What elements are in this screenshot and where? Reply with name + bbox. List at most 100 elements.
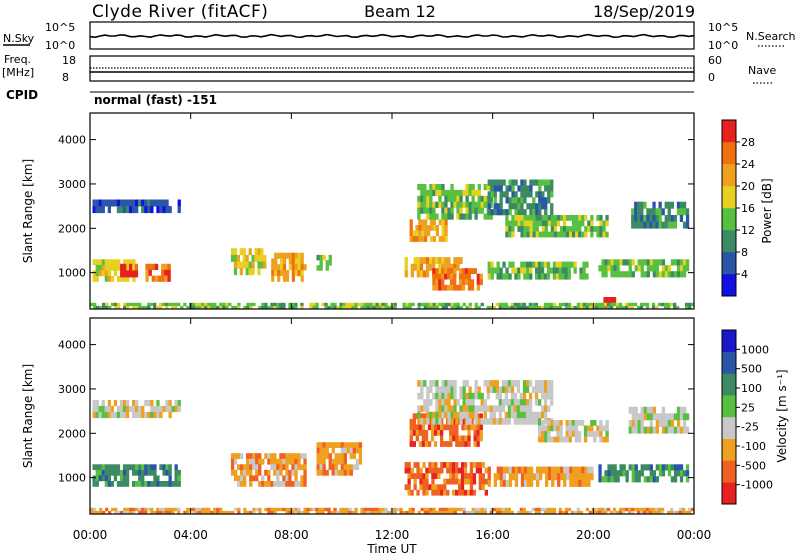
scatter-cell (105, 507, 109, 512)
scatter-cell (316, 442, 320, 448)
scatter-cell (514, 267, 518, 274)
scatter-cell (474, 305, 478, 310)
scatter-cell (637, 259, 641, 266)
power-cbar-swatches (721, 119, 737, 297)
scatter-cell (526, 220, 530, 227)
scatter-cell (621, 305, 626, 310)
scatter-cell (138, 510, 142, 515)
scatter-cell (444, 399, 448, 406)
scatter-cell (156, 481, 160, 487)
scatter-cell (610, 265, 614, 272)
scatter-cell (510, 510, 514, 515)
scatter-cell (315, 507, 319, 512)
scatter-cell (446, 478, 450, 485)
scatter-cell (412, 230, 416, 237)
scatter-cell (280, 258, 284, 265)
scatter-cell (453, 201, 457, 208)
scatter-cell (162, 206, 166, 214)
scatter-cell (471, 405, 475, 412)
scatter-cell (363, 305, 367, 310)
scatter-cell (517, 185, 521, 192)
scatter-cell (631, 426, 635, 434)
scatter-cell (162, 507, 166, 512)
scatter-cell (435, 189, 439, 197)
scatter-cell (453, 268, 457, 274)
scatter-cell (165, 510, 169, 515)
scatter-cell (450, 213, 454, 220)
scatter-cell (613, 476, 617, 483)
scatter-cell (113, 199, 118, 207)
scatter-cell (204, 305, 208, 310)
scatter-cell (432, 213, 436, 220)
scatter-cell (544, 185, 548, 192)
scatter-cell (93, 302, 97, 307)
scatter-cell (477, 418, 481, 425)
scatter-cell (300, 510, 304, 515)
scatter-cell (165, 199, 169, 207)
scatter-cell (535, 203, 539, 210)
scatter-cell (565, 420, 569, 426)
scatter-cell (444, 207, 448, 214)
scatter-cell (574, 431, 579, 437)
scatter-cell (655, 208, 659, 216)
scatter-cell (144, 206, 148, 214)
scatter-cell (420, 418, 424, 425)
scatter-cell (343, 453, 347, 459)
scatter-cell (468, 411, 472, 419)
scatter-cell (487, 273, 491, 280)
scatter-cell (450, 268, 454, 274)
scatter-cell (285, 510, 289, 515)
scatter-cell (455, 424, 459, 431)
scatter-cell (270, 510, 274, 515)
scatter-cell (538, 197, 542, 204)
scatter-cell (312, 302, 316, 307)
scatter-cell (667, 470, 672, 477)
scatter-cell (462, 392, 466, 400)
scatter-cell (135, 411, 139, 419)
scatter-cell (282, 475, 286, 482)
scatter-cell (519, 418, 524, 425)
scatter-cell (670, 221, 674, 229)
scatter-cell (470, 424, 474, 431)
scatter-cell (261, 458, 265, 465)
scatter-cell (602, 226, 606, 232)
scatter-cell (352, 453, 356, 459)
scatter-cell (498, 510, 502, 515)
scatter-cell (236, 254, 240, 262)
scatter-cell (661, 221, 665, 229)
scatter-cell (504, 305, 508, 310)
scatter-cell (447, 405, 451, 412)
scatter-cell (510, 302, 514, 307)
scatter-cell (576, 507, 581, 512)
scatter-cell (559, 226, 564, 232)
scatter-cell (639, 305, 644, 310)
scatter-cell (616, 265, 620, 272)
scatter-cell (474, 302, 478, 307)
scatter-cell (276, 507, 280, 512)
scatter-cell (340, 453, 344, 459)
scatter-cell (419, 270, 424, 278)
scatter-cell (342, 510, 346, 515)
scatter-cell (476, 413, 480, 420)
scatter-cell (464, 435, 468, 442)
scatter-cell (192, 305, 196, 310)
scatter-cell (511, 185, 515, 192)
scatter-cell (399, 507, 403, 512)
scatter-cell (581, 473, 585, 481)
colorbar-swatch (722, 164, 736, 187)
scatter-cell (303, 464, 307, 471)
scatter-cell (561, 273, 565, 280)
scatter-cell (552, 302, 557, 307)
scatter-cell (254, 248, 258, 256)
scatter-cell (628, 406, 632, 414)
scatter-cell (303, 469, 307, 476)
scatter-cell (413, 263, 417, 271)
scatter-cell (450, 302, 454, 307)
scatter-cell (486, 418, 490, 425)
scatter-cell (643, 201, 647, 209)
scatter-cell (282, 507, 286, 512)
scatter-cell (147, 206, 151, 214)
scatter-cell (550, 179, 554, 186)
scatter-cell (459, 418, 463, 425)
